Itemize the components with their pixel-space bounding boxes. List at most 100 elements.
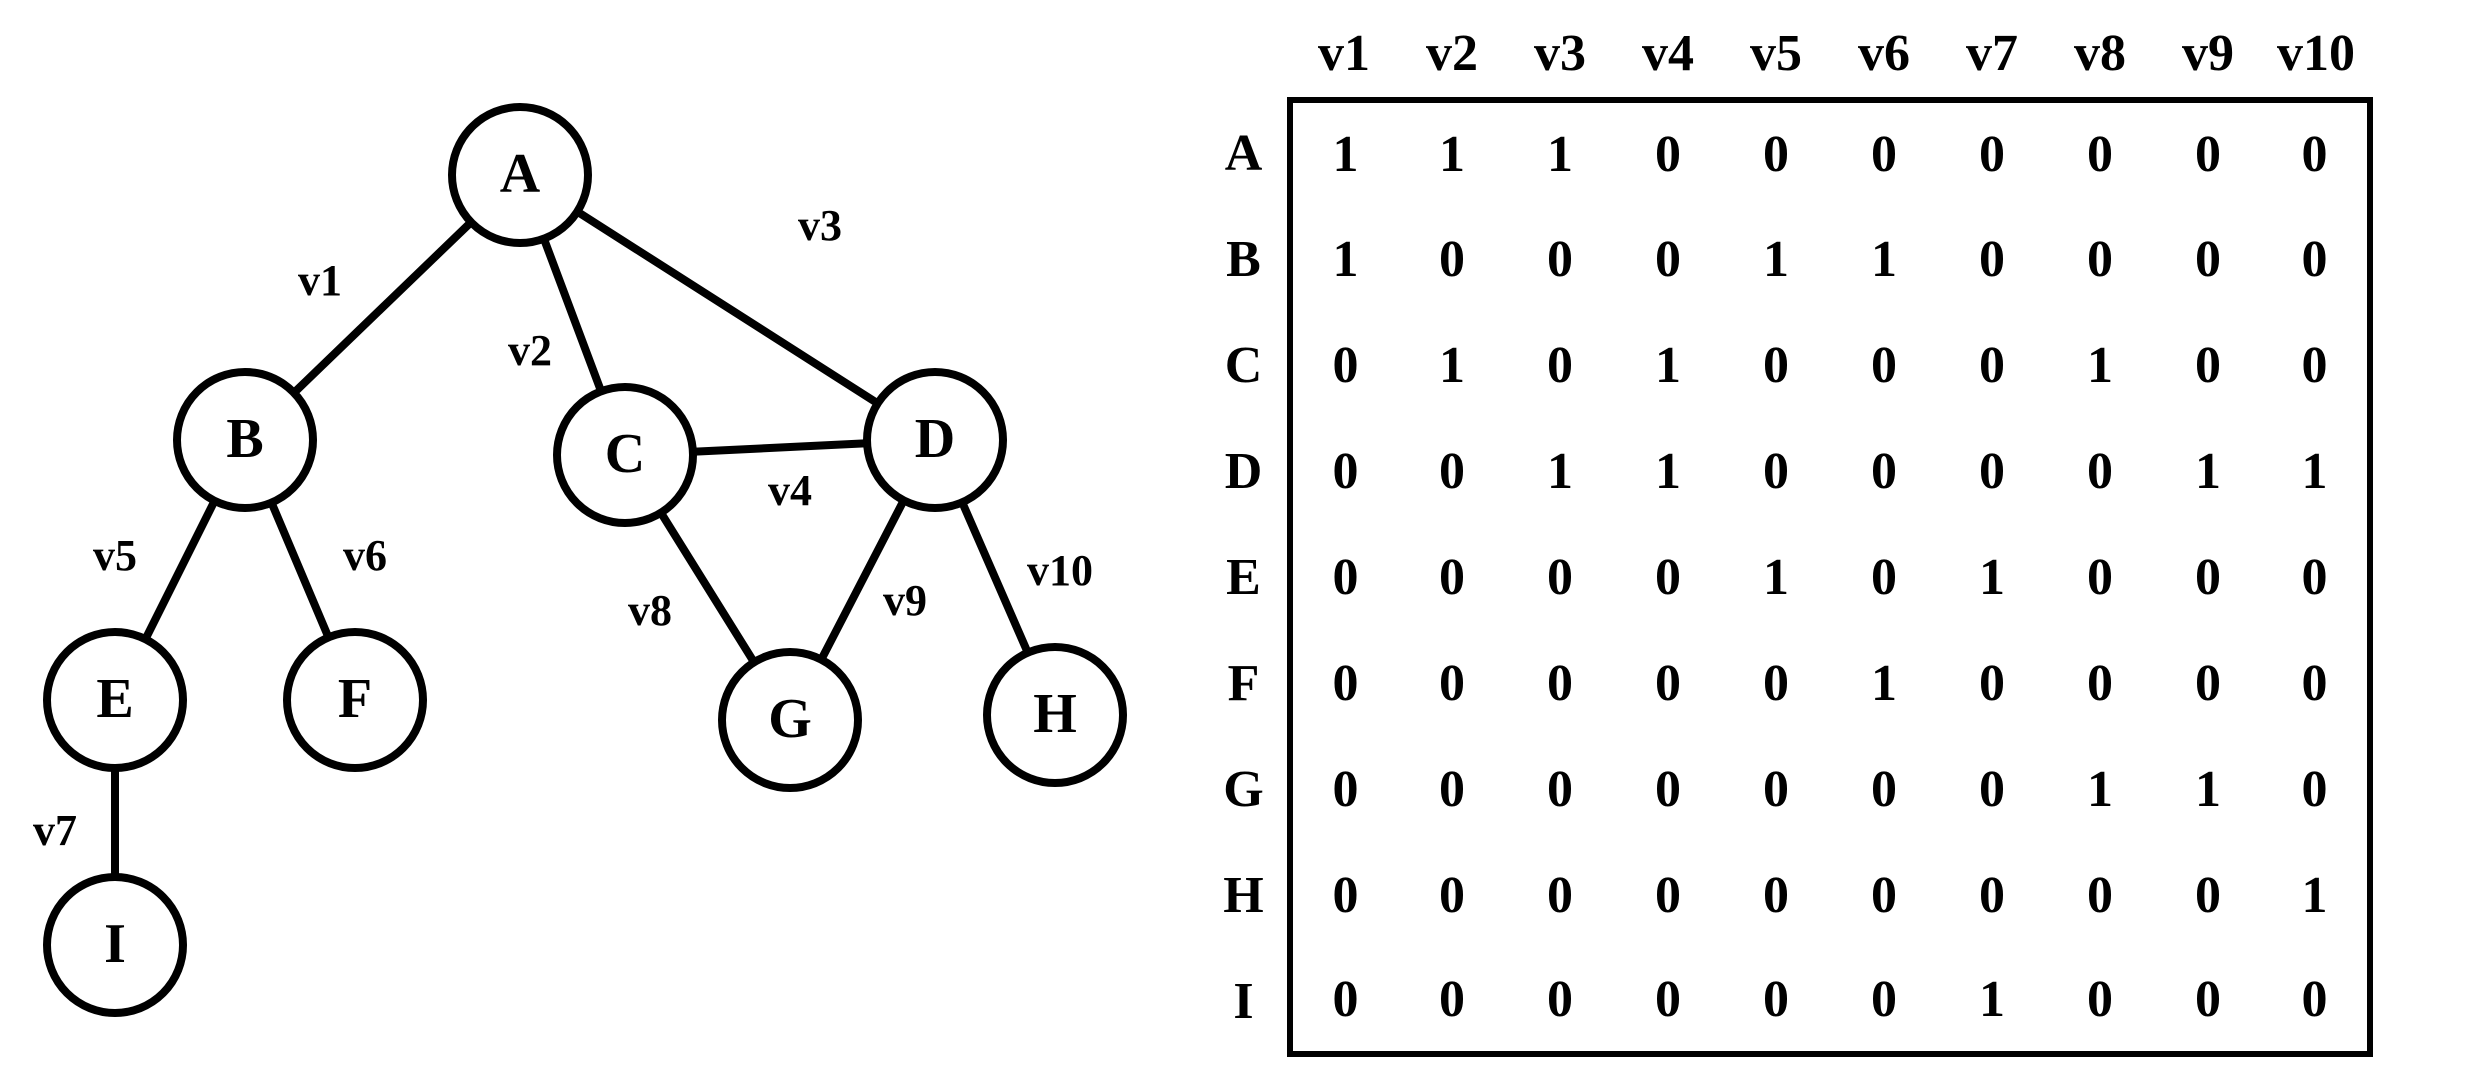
table-row: D0011000011	[1200, 418, 2370, 524]
col-header-v6: v6	[1830, 10, 1938, 100]
cell: 1	[2046, 312, 2154, 418]
row-header-D: D	[1200, 418, 1290, 524]
cell: 1	[1722, 206, 1830, 312]
cell: 1	[1938, 524, 2046, 630]
cell: 0	[2046, 100, 2154, 206]
edge-v1	[294, 222, 471, 393]
cell: 1	[1290, 100, 1398, 206]
cell: 0	[2154, 524, 2262, 630]
cell: 1	[1398, 100, 1506, 206]
node-label-H: H	[1033, 683, 1077, 745]
edge-label-v3: v3	[798, 201, 842, 250]
cell: 1	[1398, 312, 1506, 418]
cell: 0	[1614, 206, 1722, 312]
node-label-C: C	[605, 423, 645, 485]
table-row: G0000000110	[1200, 736, 2370, 842]
cell: 0	[2262, 948, 2370, 1054]
cell: 0	[1506, 312, 1614, 418]
cell: 1	[1830, 206, 1938, 312]
cell: 0	[1830, 524, 1938, 630]
cell: 0	[1506, 206, 1614, 312]
node-label-F: F	[338, 668, 372, 730]
col-header-v5: v5	[1722, 10, 1830, 100]
cell: 0	[1506, 524, 1614, 630]
cell: 1	[2046, 736, 2154, 842]
cell: 0	[2262, 206, 2370, 312]
cell: 1	[1938, 948, 2046, 1054]
cell: 0	[1938, 206, 2046, 312]
graph-svg: v1v2v3v4v5v6v7v8v9v10ABCDEFGHI	[0, 0, 1200, 1091]
node-label-E: E	[96, 668, 133, 730]
cell: 0	[1614, 948, 1722, 1054]
cell: 0	[1830, 312, 1938, 418]
cell: 0	[1398, 736, 1506, 842]
cell: 0	[1398, 524, 1506, 630]
edge-label-v9: v9	[883, 576, 927, 625]
cell: 0	[1938, 418, 2046, 524]
cell: 0	[1722, 842, 1830, 948]
cell: 0	[2154, 630, 2262, 736]
table-row: B1000110000	[1200, 206, 2370, 312]
row-header-G: G	[1200, 736, 1290, 842]
cell: 0	[1290, 630, 1398, 736]
edge-label-v6: v6	[343, 531, 387, 580]
row-header-A: A	[1200, 100, 1290, 206]
cell: 0	[2154, 948, 2262, 1054]
cell: 0	[1722, 630, 1830, 736]
cell: 0	[1722, 100, 1830, 206]
col-header-v10: v10	[2262, 10, 2370, 100]
cell: 0	[1290, 948, 1398, 1054]
edge-label-v7: v7	[33, 806, 77, 855]
matrix-body: A1110000000B1000110000C0101000100D001100…	[1200, 100, 2370, 1054]
row-header-C: C	[1200, 312, 1290, 418]
cell: 0	[1506, 842, 1614, 948]
table-row: I0000001000	[1200, 948, 2370, 1054]
cell: 0	[1614, 842, 1722, 948]
cell: 0	[1398, 630, 1506, 736]
cell: 0	[1830, 100, 1938, 206]
incidence-matrix: v1v2v3v4v5v6v7v8v9v10 A1110000000B100011…	[1200, 10, 2373, 1057]
cell: 0	[2046, 630, 2154, 736]
cell: 0	[1290, 736, 1398, 842]
col-header-v8: v8	[2046, 10, 2154, 100]
cell: 1	[1830, 630, 1938, 736]
cell: 0	[1830, 948, 1938, 1054]
edge-label-v8: v8	[628, 586, 672, 635]
cell: 1	[2262, 842, 2370, 948]
cell: 1	[2262, 418, 2370, 524]
cell: 0	[2262, 630, 2370, 736]
cell: 0	[1938, 630, 2046, 736]
cell: 0	[1830, 736, 1938, 842]
edge-v6	[271, 503, 328, 638]
cell: 0	[1398, 842, 1506, 948]
edge-label-v4: v4	[768, 466, 812, 515]
cell: 0	[1830, 842, 1938, 948]
matrix-header-row: v1v2v3v4v5v6v7v8v9v10	[1200, 10, 2370, 100]
cell: 0	[2262, 736, 2370, 842]
col-header-v3: v3	[1506, 10, 1614, 100]
cell: 0	[2046, 524, 2154, 630]
edge-v2	[544, 239, 601, 392]
edge-v4	[693, 443, 867, 451]
row-header-I: I	[1200, 948, 1290, 1054]
incidence-matrix-panel: v1v2v3v4v5v6v7v8v9v10 A1110000000B100011…	[1200, 0, 2491, 1091]
node-label-G: G	[768, 688, 812, 750]
node-label-A: A	[500, 143, 541, 205]
row-header-E: E	[1200, 524, 1290, 630]
figure-container: v1v2v3v4v5v6v7v8v9v10ABCDEFGHI v1v2v3v4v…	[0, 0, 2491, 1091]
edge-v5	[145, 501, 214, 639]
cell: 0	[1506, 630, 1614, 736]
cell: 0	[1614, 630, 1722, 736]
cell: 0	[1398, 418, 1506, 524]
col-header-v4: v4	[1614, 10, 1722, 100]
table-row: F0000010000	[1200, 630, 2370, 736]
cell: 0	[2262, 524, 2370, 630]
cell: 0	[1398, 206, 1506, 312]
cell: 0	[1722, 948, 1830, 1054]
table-row: A1110000000	[1200, 100, 2370, 206]
cell: 0	[1830, 418, 1938, 524]
cell: 0	[2046, 206, 2154, 312]
cell: 0	[2154, 312, 2262, 418]
cell: 1	[1722, 524, 1830, 630]
edge-label-v2: v2	[508, 326, 552, 375]
